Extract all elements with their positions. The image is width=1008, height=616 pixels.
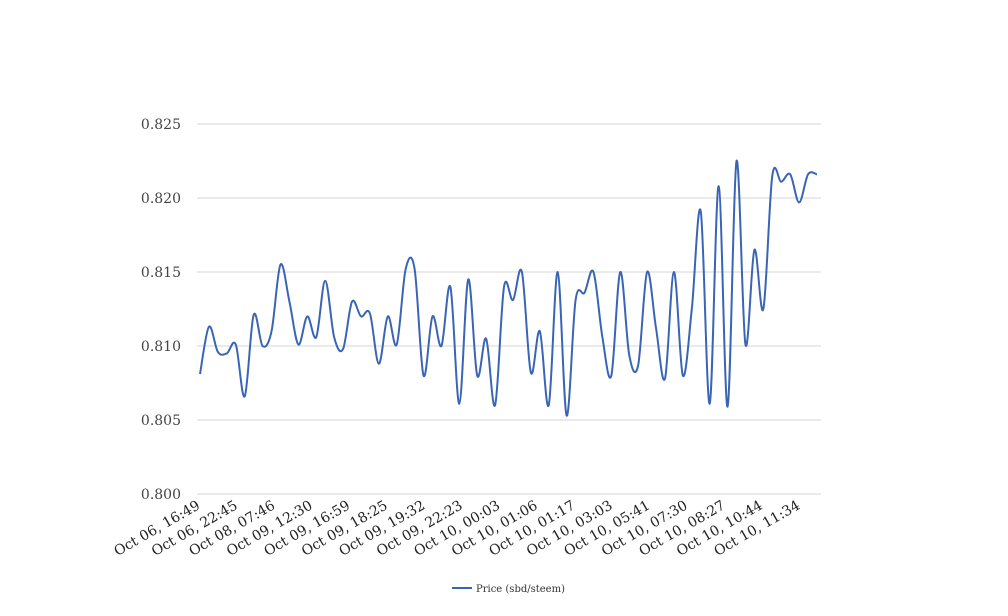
y-tick-label: 0.815 [141,265,181,281]
y-axis-ticks: 0.800 0.805 0.810 0.815 0.820 0.825 [141,117,181,503]
legend: Price (sbd/steem) [452,584,565,595]
y-tick-label: 0.820 [141,191,181,207]
grid-lines [197,123,821,495]
series-layer [199,159,818,417]
series-line [199,159,818,417]
y-tick-label: 0.825 [141,117,181,133]
y-tick-label: 0.805 [141,413,181,429]
y-tick-label: 0.800 [141,487,181,503]
y-tick-label: 0.810 [141,339,181,355]
legend-label: Price (sbd/steem) [476,584,565,595]
